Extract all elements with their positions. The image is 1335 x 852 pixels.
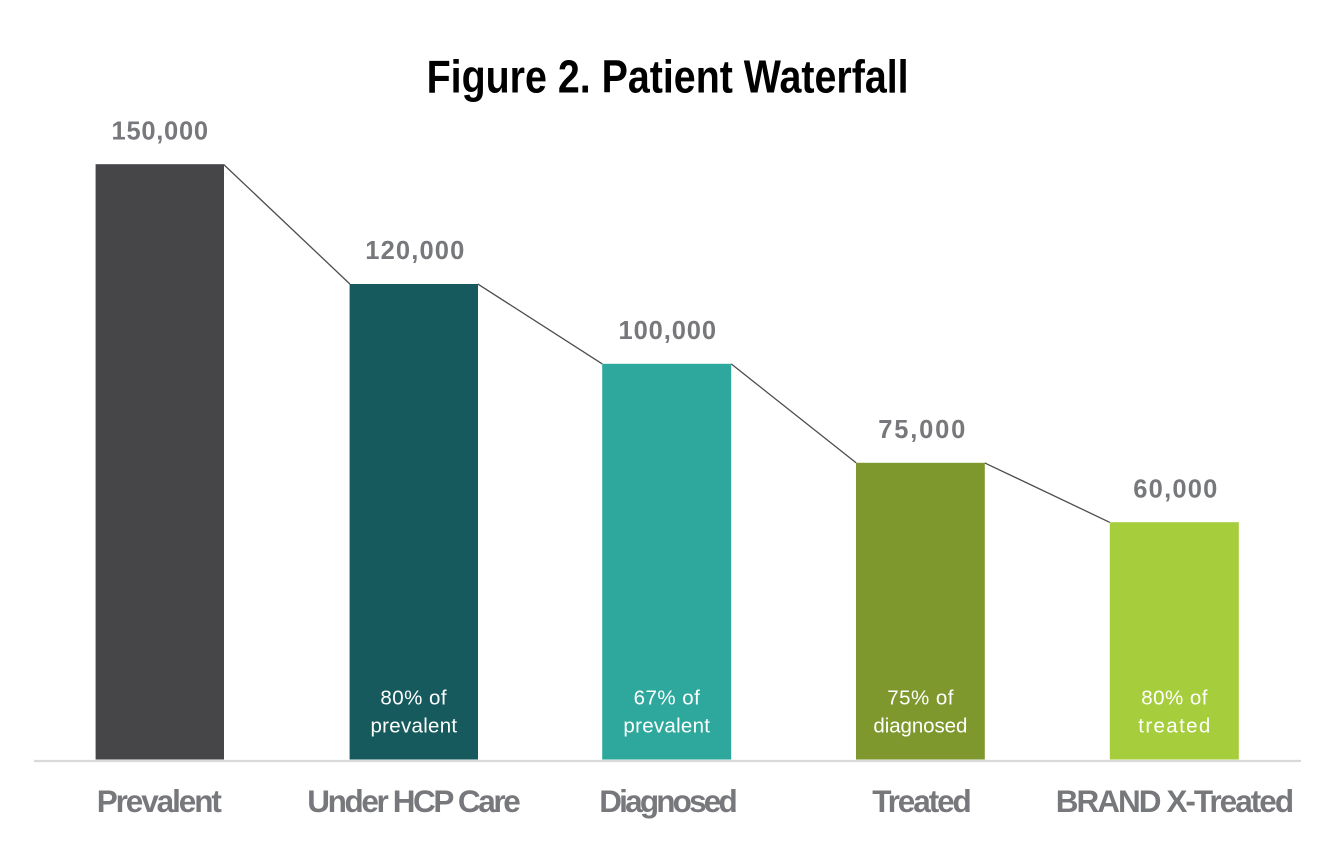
svg-text:150,000: 150,000 bbox=[112, 117, 209, 145]
svg-text:Treated: Treated bbox=[872, 783, 972, 819]
svg-text:75,000: 75,000 bbox=[878, 416, 965, 444]
svg-text:80% of: 80% of bbox=[1141, 686, 1207, 709]
svg-text:120,000: 120,000 bbox=[365, 237, 464, 265]
svg-text:60,000: 60,000 bbox=[1133, 476, 1217, 504]
svg-text:Diagnosed: Diagnosed bbox=[599, 783, 738, 819]
svg-text:67% of: 67% of bbox=[634, 686, 700, 709]
svg-text:Under HCP Care: Under HCP Care bbox=[307, 783, 521, 819]
svg-text:BRAND X-Treated: BRAND X-Treated bbox=[1056, 783, 1294, 819]
svg-text:Figure 2. Patient Waterfall: Figure 2. Patient Waterfall bbox=[427, 51, 909, 103]
svg-text:prevalent: prevalent bbox=[623, 715, 710, 738]
svg-text:75% of: 75% of bbox=[887, 686, 953, 709]
svg-text:80% of: 80% of bbox=[380, 686, 446, 709]
svg-text:treated: treated bbox=[1138, 715, 1210, 738]
svg-text:diagnosed: diagnosed bbox=[873, 715, 967, 738]
svg-text:prevalent: prevalent bbox=[371, 715, 458, 738]
svg-text:Prevalent: Prevalent bbox=[97, 783, 223, 819]
svg-text:100,000: 100,000 bbox=[619, 317, 717, 345]
